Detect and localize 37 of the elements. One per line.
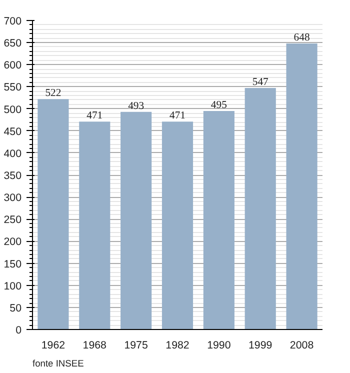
bar <box>203 110 234 330</box>
x-tick-label: 1968 <box>82 340 107 352</box>
x-tick-label: 1999 <box>248 340 272 352</box>
y-tick-label: 50 <box>10 302 22 314</box>
y-tick-label: 350 <box>4 170 22 182</box>
data-label: 471 <box>86 110 103 122</box>
y-tick-label: 700 <box>4 16 22 28</box>
bar <box>38 99 69 330</box>
y-tick-label: 100 <box>4 280 22 292</box>
y-tick-label: 500 <box>4 104 22 116</box>
y-tick-label: 200 <box>4 236 22 248</box>
x-tick-label: 1990 <box>207 340 231 352</box>
data-label: 493 <box>128 100 144 112</box>
y-tick-label: 300 <box>4 192 22 204</box>
bar <box>79 122 110 330</box>
data-label: 648 <box>294 32 310 44</box>
y-tick-label: 400 <box>4 148 22 160</box>
x-tick-label: 2008 <box>290 340 314 352</box>
y-tick-label: 250 <box>4 214 22 226</box>
x-tick-label: 1962 <box>41 340 66 352</box>
y-tick-label: 150 <box>4 258 22 270</box>
bar <box>120 112 152 330</box>
y-tick-label: 650 <box>4 38 22 50</box>
data-label: 547 <box>252 77 270 88</box>
source-note: fonte INSEE <box>32 358 84 368</box>
bar <box>244 88 276 330</box>
data-label: 522 <box>45 88 62 100</box>
data-label: 471 <box>170 110 186 122</box>
y-tick-label: 450 <box>4 126 22 138</box>
x-tick-label: 1982 <box>166 340 190 352</box>
bar <box>286 43 318 330</box>
y-tick-label: 0 <box>16 324 22 336</box>
data-label: 495 <box>210 100 227 111</box>
x-tick-label: 1975 <box>124 340 148 352</box>
y-tick-label: 550 <box>4 82 22 94</box>
y-tick-label: 600 <box>4 60 22 72</box>
bar <box>162 122 194 330</box>
